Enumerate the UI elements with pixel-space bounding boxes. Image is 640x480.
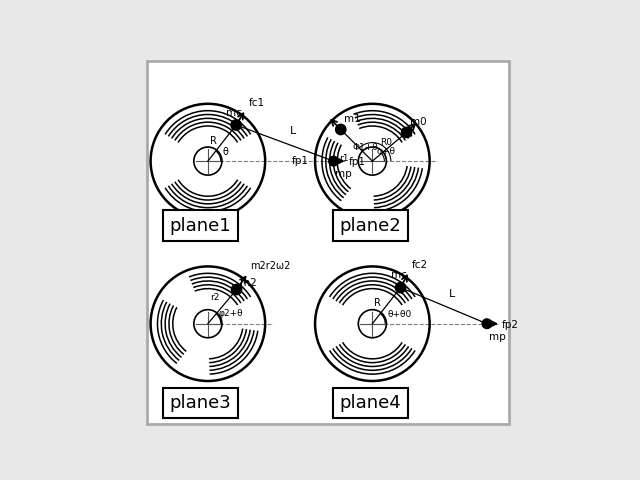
Text: r1: r1 <box>339 154 348 163</box>
Text: R0: R0 <box>380 138 392 147</box>
Text: fp1: fp1 <box>291 156 308 166</box>
Circle shape <box>232 284 242 295</box>
Text: θ: θ <box>223 147 228 156</box>
Text: φ2+θ: φ2+θ <box>218 309 243 318</box>
Text: fp1: fp1 <box>348 157 365 167</box>
Circle shape <box>329 156 339 166</box>
Text: θ+θ0: θ+θ0 <box>387 310 412 319</box>
Text: L: L <box>291 126 296 136</box>
Text: m0: m0 <box>410 117 427 127</box>
Text: Φ1+θ: Φ1+θ <box>352 143 378 152</box>
Text: fc1: fc1 <box>249 98 265 108</box>
Text: plane3: plane3 <box>170 394 232 412</box>
Text: m2: m2 <box>240 277 257 288</box>
Text: mp: mp <box>489 332 506 342</box>
Text: fc2: fc2 <box>412 260 428 270</box>
Circle shape <box>401 127 412 138</box>
Text: L: L <box>449 289 456 299</box>
Text: R: R <box>210 135 216 145</box>
Text: fp2: fp2 <box>502 320 518 330</box>
Text: plane4: plane4 <box>340 394 401 412</box>
Text: plane1: plane1 <box>170 217 231 235</box>
Text: α+θ: α+θ <box>377 146 396 156</box>
Text: mc: mc <box>227 108 242 118</box>
Text: mc: mc <box>391 270 406 280</box>
Text: r2: r2 <box>210 292 219 301</box>
Text: m1: m1 <box>344 114 360 124</box>
Circle shape <box>396 282 406 293</box>
Circle shape <box>335 124 346 135</box>
Circle shape <box>482 319 492 328</box>
Circle shape <box>231 120 241 130</box>
Text: R: R <box>374 298 381 308</box>
Text: mp: mp <box>335 169 352 179</box>
Text: plane2: plane2 <box>340 217 401 235</box>
Text: m2r2ω2: m2r2ω2 <box>250 261 291 271</box>
